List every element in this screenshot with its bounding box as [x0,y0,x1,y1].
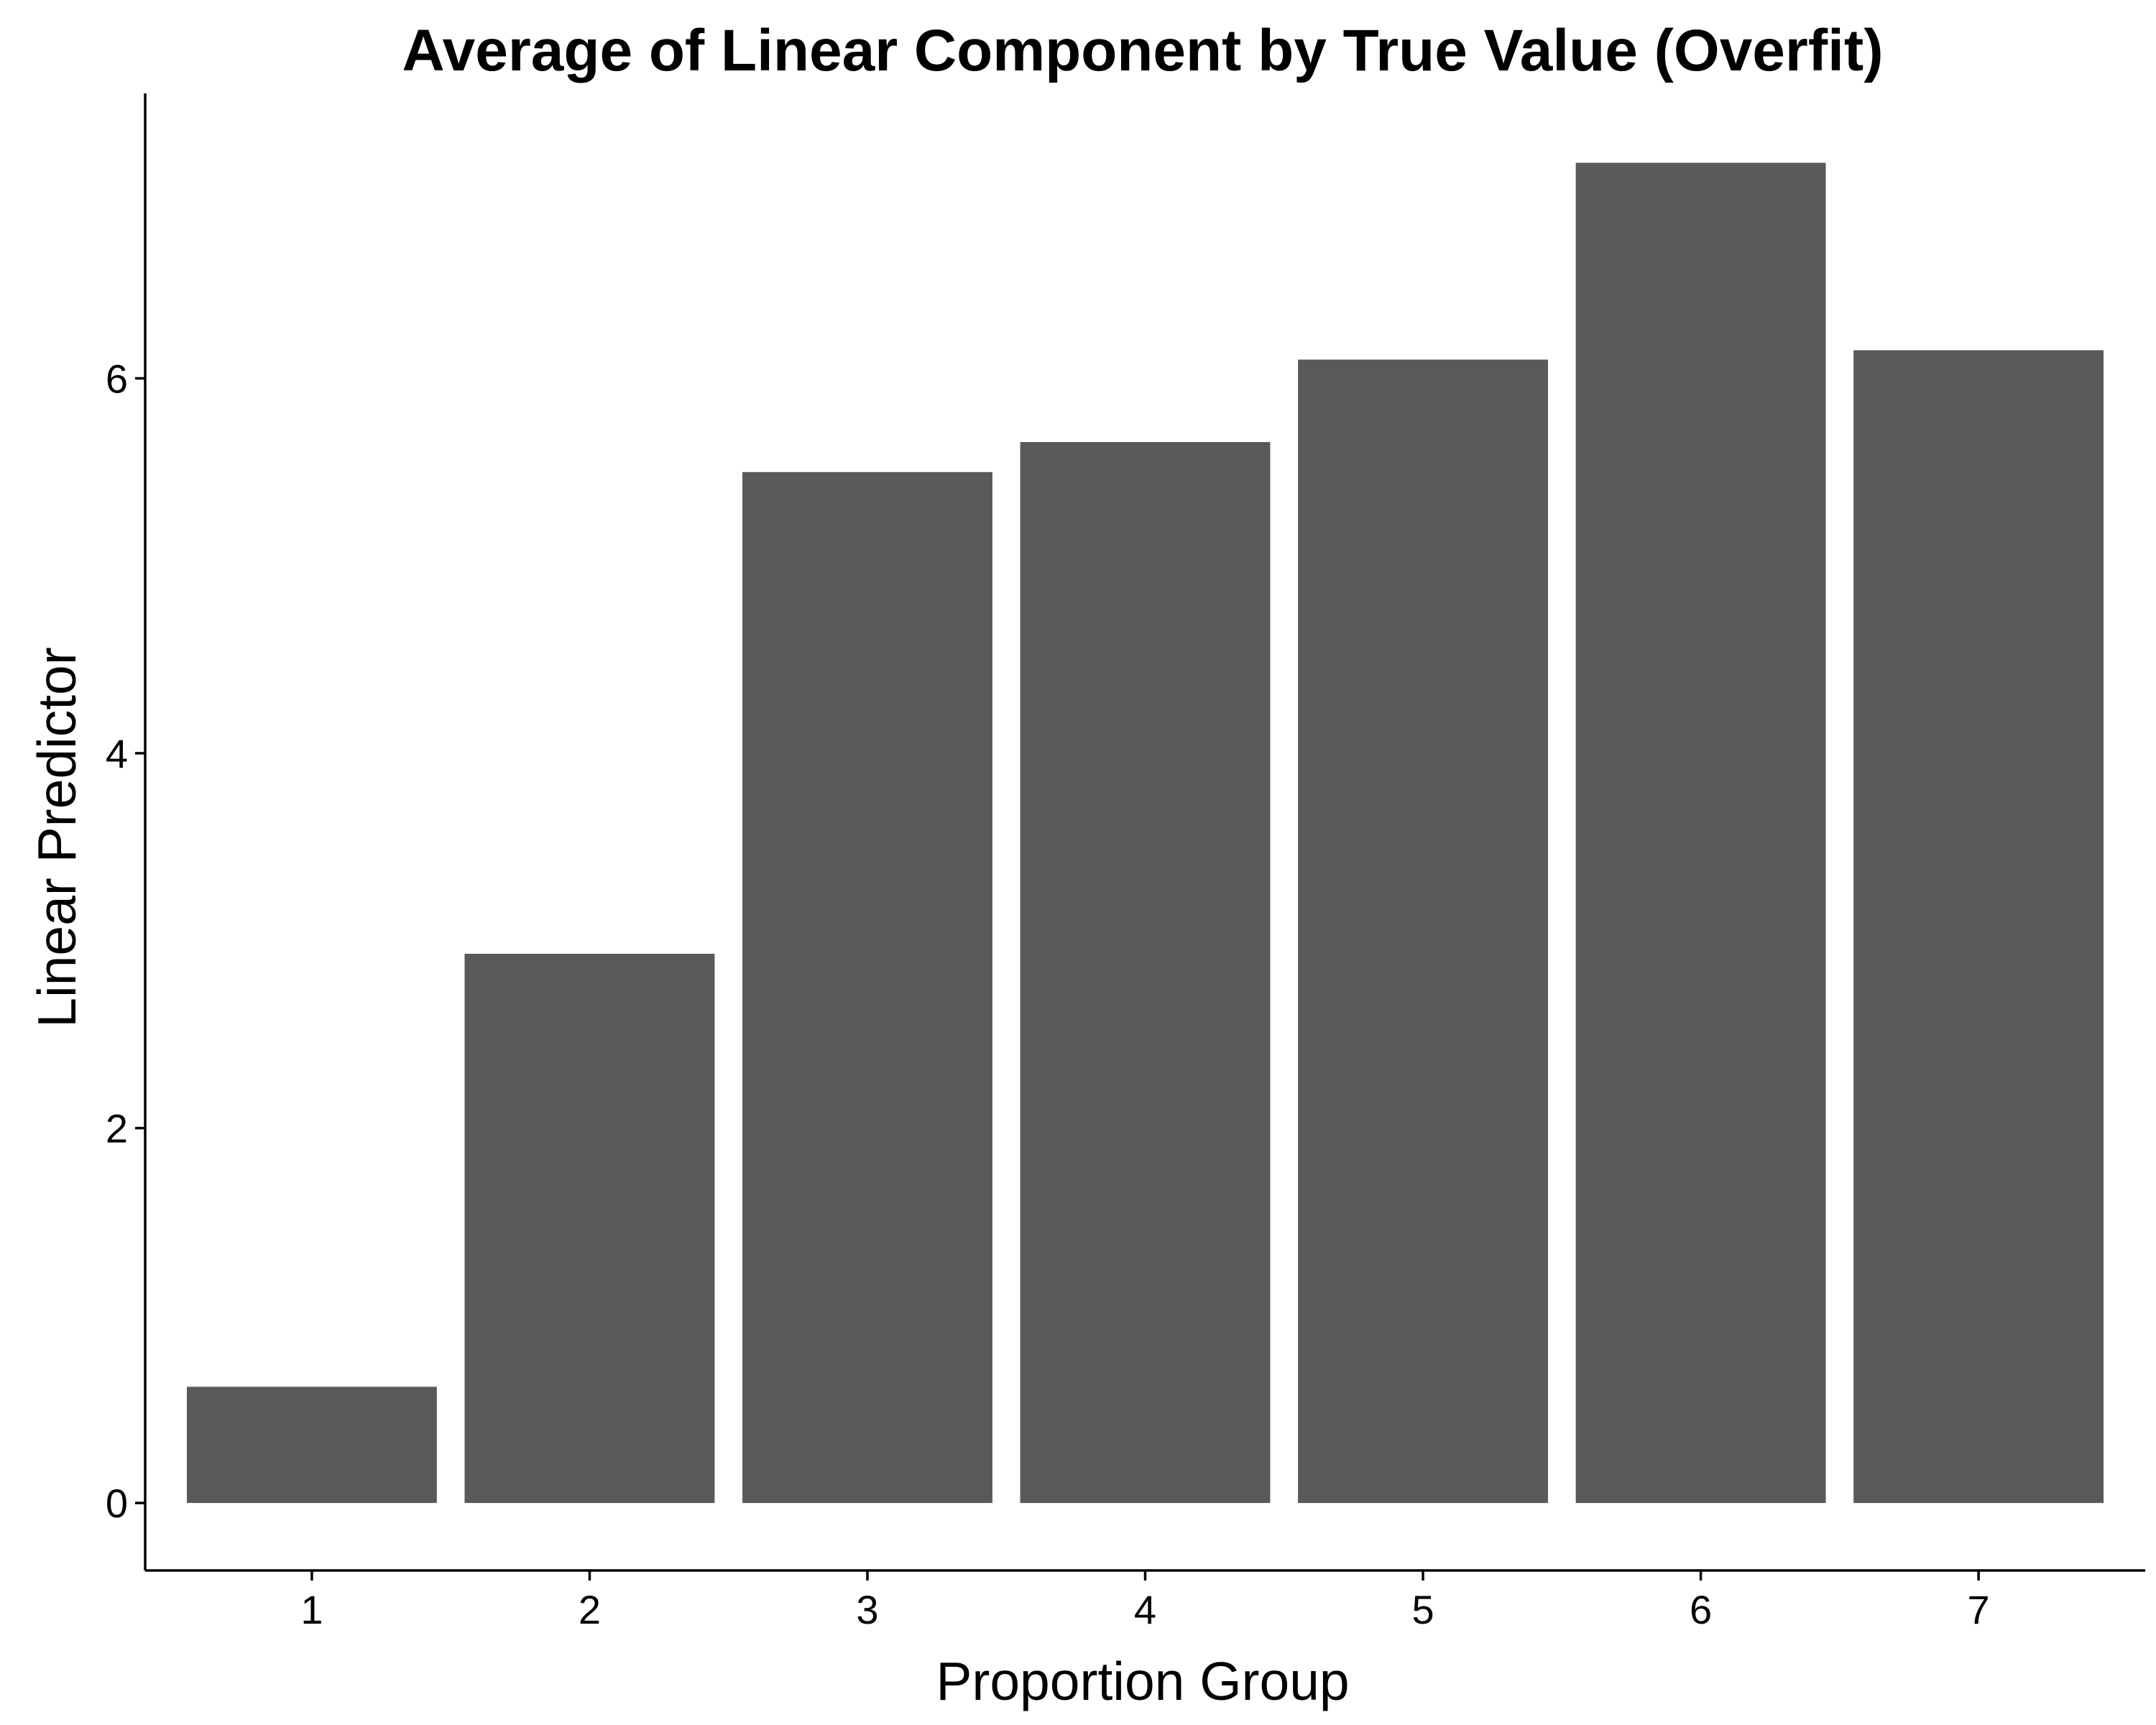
chart-title: Average of Linear Component by True Valu… [402,18,1883,83]
x-tick-label: 2 [579,1587,601,1632]
bar-7 [1853,350,2104,1504]
bar-5 [1298,359,1548,1504]
x-tick-label: 3 [856,1587,878,1632]
y-axis-title: Linear Predictor [27,647,87,1027]
bar-4 [1020,442,1271,1504]
x-tick-label: 1 [300,1587,323,1632]
bar-6 [1575,162,1826,1504]
x-tick-label: 6 [1690,1587,1712,1632]
x-tick-label: 4 [1134,1587,1156,1632]
bar-2 [464,954,715,1504]
y-tick-label: 2 [106,1106,128,1151]
bar-3 [742,472,992,1504]
x-axis-title: Proportion Group [936,1651,1349,1711]
x-tick-label: 7 [1968,1587,1990,1632]
y-tick-label: 0 [106,1481,128,1526]
bar-group [186,162,2104,1504]
y-tick-label: 4 [106,731,128,776]
y-axis-ticks: 0 2 4 6 [106,356,145,1526]
y-tick-label: 6 [106,356,128,401]
x-tick-label: 5 [1411,1587,1434,1632]
x-axis-ticks: 1 2 3 4 5 6 7 [300,1570,1990,1632]
bar-1 [186,1386,437,1504]
